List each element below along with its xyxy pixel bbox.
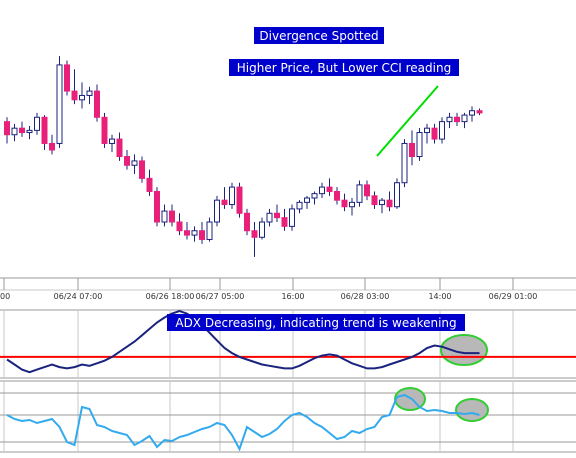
candle-up (304, 197, 310, 203)
time-tick-label: 06/27 05:00 (196, 292, 245, 301)
annotation-higher-price-text: Higher Price, But Lower CCI reading (237, 61, 451, 75)
time-tick-label: 16:00 (281, 292, 304, 301)
candle-up (296, 201, 303, 210)
candle-down (236, 186, 243, 214)
candle-up (26, 129, 33, 134)
candle-up (109, 138, 115, 144)
time-tick-label: 06/28 03:00 (341, 292, 390, 301)
candle-down (326, 186, 333, 192)
candle-up (379, 199, 385, 206)
candle-down (454, 116, 460, 123)
candle-down (146, 177, 153, 192)
divergence-trend-line (376, 85, 439, 157)
annotation-adx-bg (167, 314, 465, 331)
annotation-higher-price: Higher Price, But Lower CCI reading (229, 59, 459, 76)
candle-down (94, 90, 100, 118)
candle-down (244, 212, 250, 232)
candle-up (311, 193, 318, 199)
candle-up (259, 221, 265, 238)
cci-line (6, 393, 480, 452)
candle-up (266, 212, 273, 223)
time-tick-label: 00 (0, 292, 10, 301)
time-tick-label: 14:00 (428, 292, 451, 301)
annotation-divergence: Divergence Spotted (254, 27, 384, 44)
candle-up (229, 186, 235, 206)
time-axis-labels: 00 06/24 07:00 06/26 18:00 06/27 05:00 16:00… (0, 292, 537, 301)
candle-down (251, 230, 258, 238)
candle-down (154, 190, 160, 223)
candle-up (34, 116, 40, 131)
candle-up (439, 121, 445, 140)
candle-down (431, 127, 438, 140)
price-panel: 00 06/24 07:00 06/26 18:00 06/27 05:00 16:00… (0, 27, 576, 301)
candle-down (101, 116, 108, 144)
candle-up (131, 160, 138, 166)
annotation-adx: ADX Decreasing, indicating trend is weak… (167, 314, 465, 331)
candle-up (424, 127, 430, 134)
candle-down (169, 210, 175, 223)
candle-down (199, 230, 205, 240)
candle-down (64, 64, 70, 92)
time-tick-label: 06/29 01:00 (489, 292, 538, 301)
candle-down (281, 217, 288, 227)
candle-up (161, 210, 168, 223)
candle-up (461, 114, 468, 123)
candle-down (41, 116, 48, 144)
annotation-adx-text: ADX Decreasing, indicating trend is weak… (175, 316, 456, 330)
candle-down (221, 199, 228, 206)
candle-up (356, 184, 363, 203)
candlestick-series (4, 56, 483, 257)
candle-up (469, 110, 475, 116)
candle-down (176, 221, 183, 232)
adx-highlight-ellipse (440, 334, 488, 366)
candle-up (446, 116, 453, 123)
time-ticks (3, 278, 514, 290)
candle-down (184, 230, 190, 236)
candle-up (416, 132, 423, 158)
annotation-divergence-bg (254, 27, 384, 44)
candle-up (401, 142, 408, 184)
candle-up (394, 182, 400, 208)
candle-up (289, 208, 295, 227)
candle-down (19, 127, 25, 134)
candle-down (371, 195, 378, 206)
candle-down (124, 156, 130, 166)
cci-highlight-ellipse-right (455, 398, 489, 422)
time-tick-label: 06/26 18:00 (146, 292, 195, 301)
candle-up (79, 94, 85, 101)
candle-up (349, 201, 355, 208)
candle-up (191, 230, 198, 236)
candle-down (386, 199, 393, 208)
candle-down (476, 110, 483, 114)
candle-up (319, 186, 325, 195)
candle-down (334, 190, 340, 201)
candle-down (116, 138, 123, 158)
annotation-higher-price-bg (229, 59, 459, 76)
candle-down (4, 121, 10, 136)
candle-down (341, 199, 348, 208)
candle-down (409, 142, 415, 158)
adx-line (6, 310, 480, 374)
candle-down (274, 212, 280, 219)
time-tick-label: 06/24 07:00 (54, 292, 103, 301)
candle-down (139, 160, 145, 179)
adx-panel: ADX Decreasing, indicating trend is weak… (0, 309, 576, 379)
candle-up (56, 64, 63, 144)
annotation-divergence-text: Divergence Spotted (259, 29, 378, 43)
candle-up (214, 199, 220, 223)
candle-down (364, 184, 370, 197)
candle-up (11, 127, 18, 136)
cci-panel (0, 380, 576, 453)
candle-up (86, 90, 93, 96)
candle-down (71, 90, 78, 101)
candle-up (206, 221, 213, 240)
candle-down (49, 142, 55, 151)
